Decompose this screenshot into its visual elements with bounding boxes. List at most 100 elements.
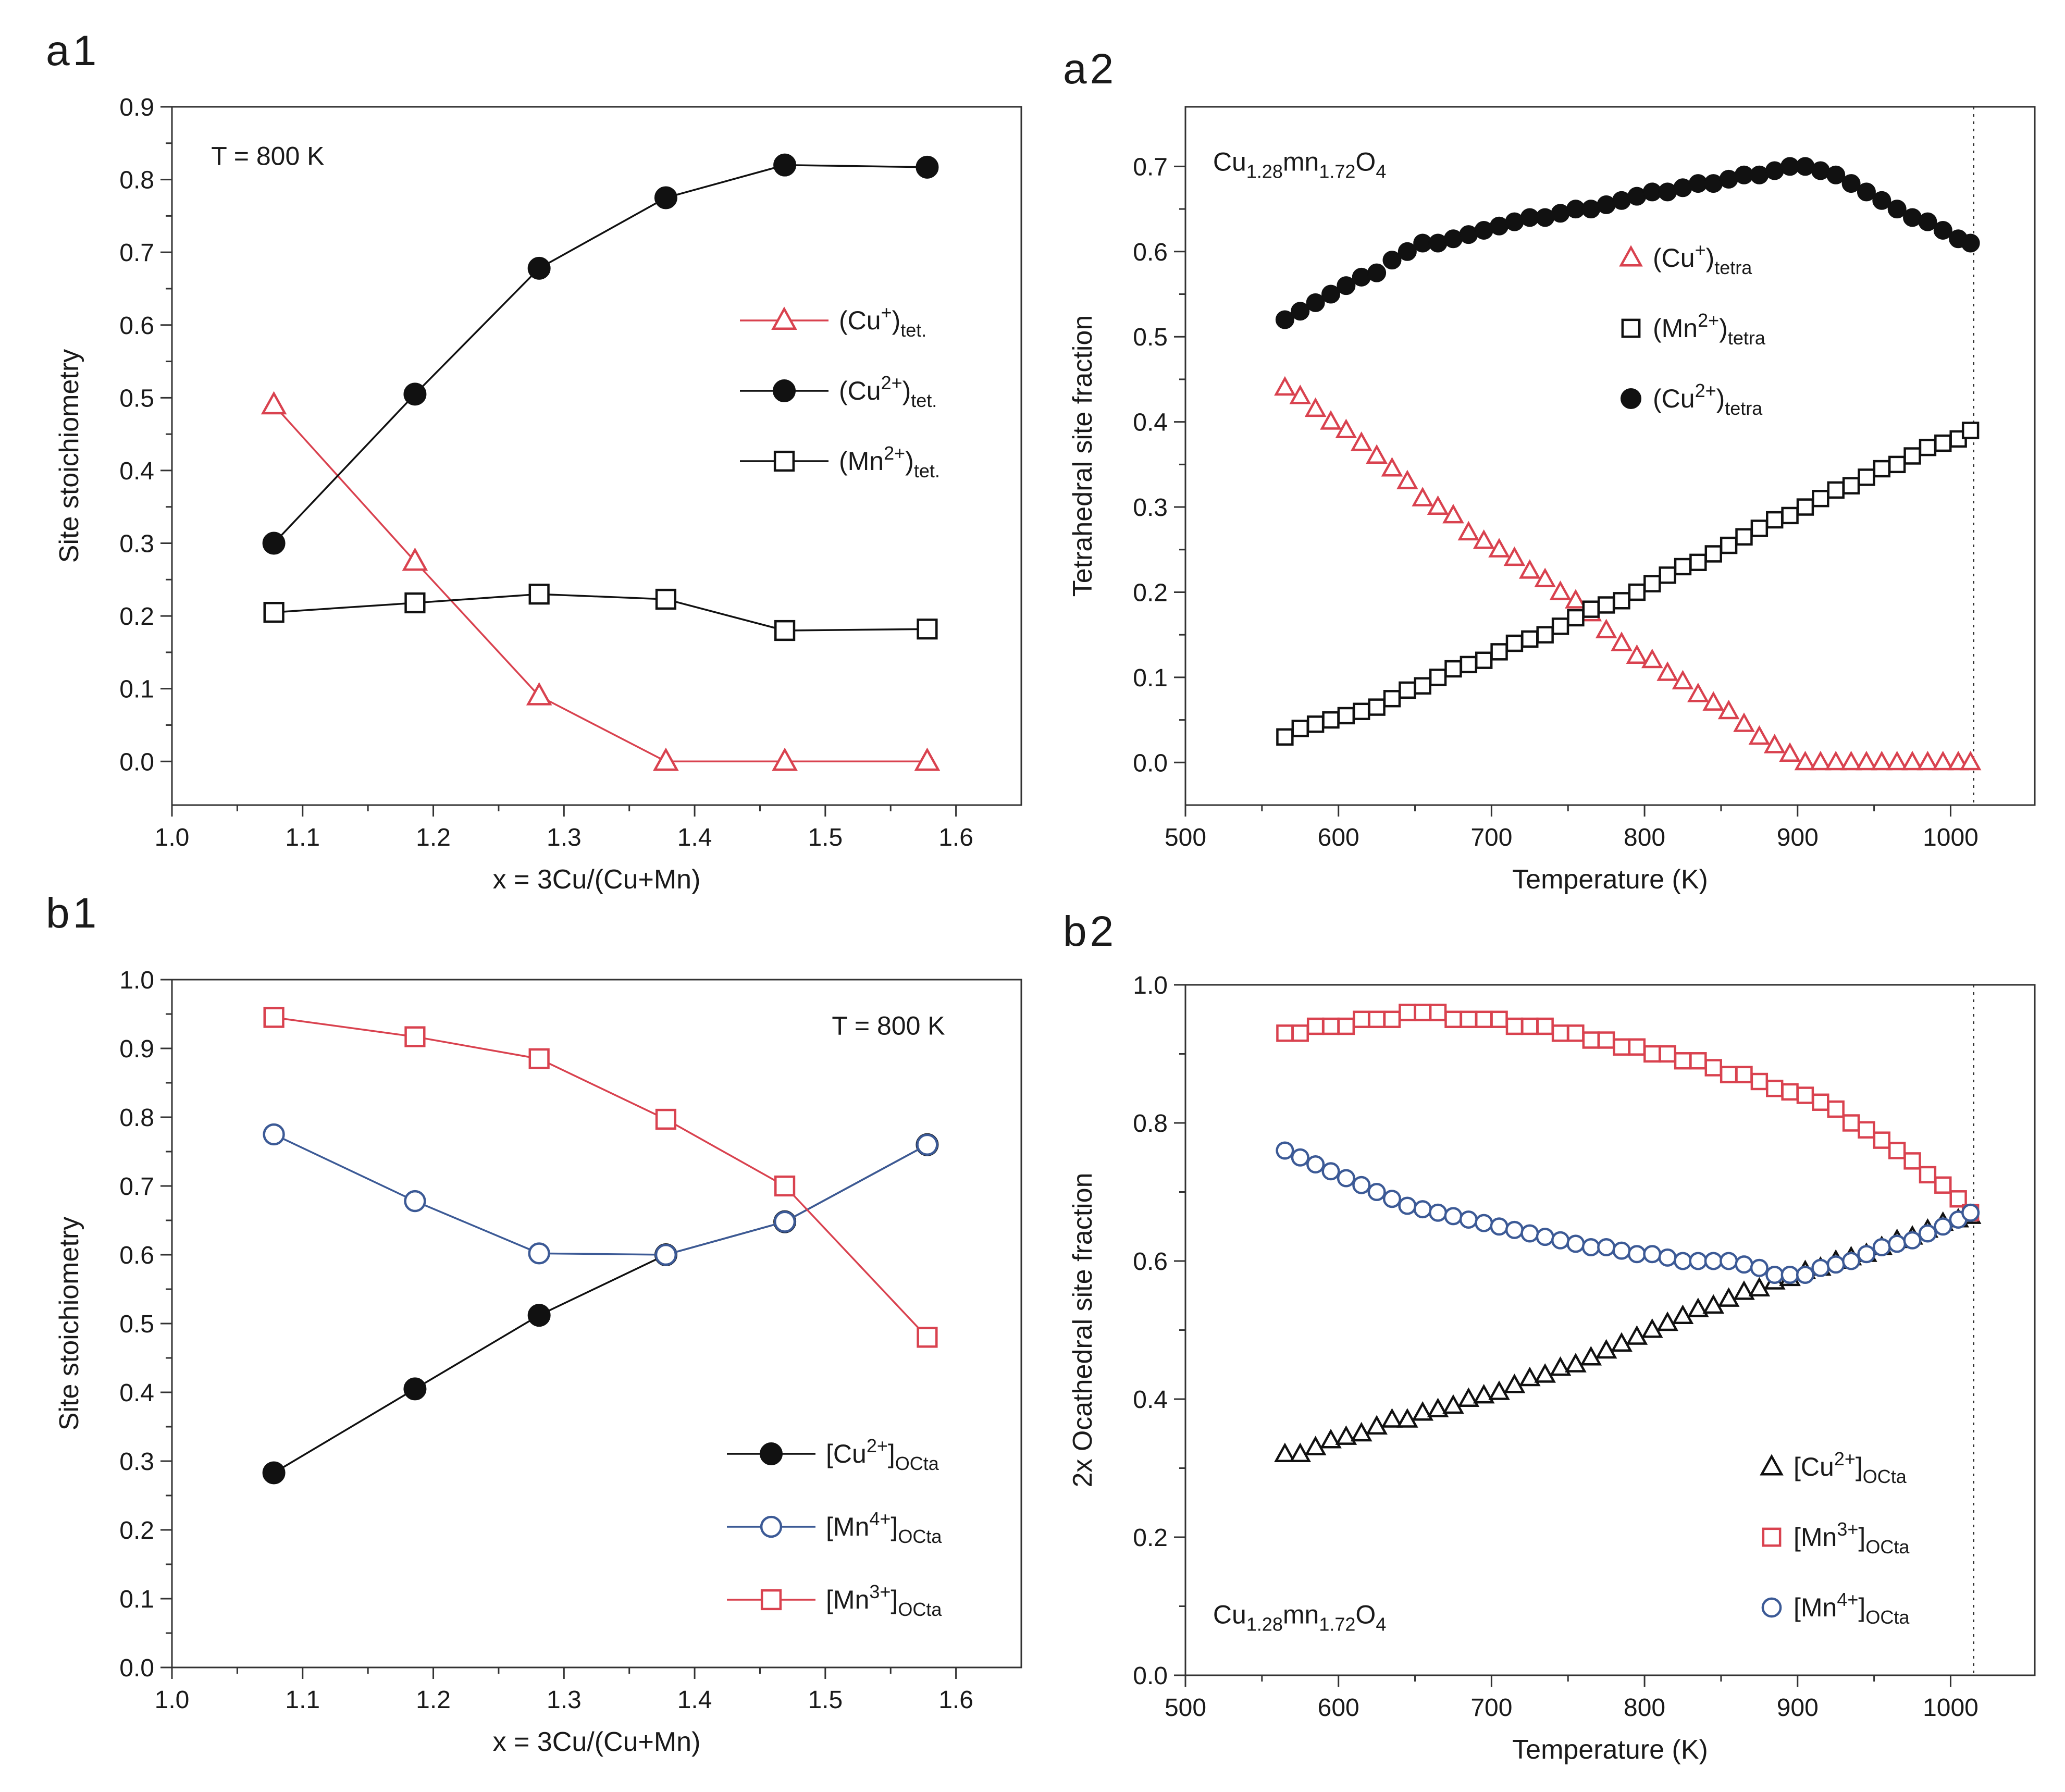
x-tick-label: 500 xyxy=(1165,1694,1206,1722)
x-axis-title: Temperature (K) xyxy=(1512,1735,1708,1765)
series--cu-tet- xyxy=(261,391,941,771)
data-point xyxy=(654,1243,677,1266)
x-tick-label: 1.5 xyxy=(808,824,843,851)
y-tick-label: 0.5 xyxy=(119,385,154,412)
panel-label: b1 xyxy=(46,889,100,937)
panel-label: a1 xyxy=(46,27,100,75)
formula-subscript: 1.72 xyxy=(1319,1614,1355,1635)
data-point xyxy=(1628,1038,1646,1056)
data-point xyxy=(1337,276,1356,295)
data-point xyxy=(1306,715,1325,733)
legend-label: (Mn2+)tetra xyxy=(1653,310,1766,349)
data-point xyxy=(1567,609,1585,627)
data-point xyxy=(1672,1304,1694,1324)
x-axis-title: x = 3Cu/(Cu+Mn) xyxy=(493,1727,701,1757)
series--mn4-octa xyxy=(263,1123,938,1266)
panel-b2: b2 0.0 0.2 0.4 0.6 0.8 1.0 500 600 700 800 900 1000 T… xyxy=(1063,908,2036,1765)
y-axis-title: Site stoichiometry xyxy=(54,1217,84,1430)
data-point xyxy=(1597,1238,1616,1257)
data-point xyxy=(1582,1031,1600,1049)
data-point xyxy=(655,1108,677,1130)
data-point xyxy=(1460,1010,1478,1028)
legend-label-part: (Cu xyxy=(1653,384,1695,413)
data-point xyxy=(1335,418,1357,438)
data-point xyxy=(1366,444,1388,464)
y-tick-label: 0.0 xyxy=(119,1654,154,1682)
data-point xyxy=(773,1210,796,1233)
data-point xyxy=(1582,600,1600,618)
data-point xyxy=(1857,182,1876,202)
data-point xyxy=(1827,481,1845,499)
data-point xyxy=(773,153,797,177)
data-point xyxy=(527,256,551,280)
data-point xyxy=(1656,661,1678,681)
data-point xyxy=(1702,1294,1725,1314)
data-point xyxy=(1658,1248,1677,1267)
data-point xyxy=(1857,1245,1876,1264)
data-point xyxy=(1475,1010,1493,1028)
data-point xyxy=(1429,1004,1447,1021)
y-tick-label: 0.0 xyxy=(1133,1662,1168,1690)
data-point xyxy=(1276,1141,1294,1160)
data-point xyxy=(1826,165,1846,184)
data-point xyxy=(1932,750,1954,771)
data-point xyxy=(1429,669,1447,686)
composition-annotation: Cu1.28mn1.72O4 xyxy=(1213,1600,1386,1635)
y-tick-label: 0.8 xyxy=(119,1104,154,1132)
series-line xyxy=(274,1016,928,1338)
data-point xyxy=(1488,538,1510,558)
y-tick-label: 0.7 xyxy=(119,239,154,267)
y-tick-label: 0.2 xyxy=(119,603,154,631)
legend-label-superscript: 2+ xyxy=(884,442,905,464)
legend-label-part: ) xyxy=(902,376,911,405)
legend-label-part: (Cu xyxy=(1653,243,1695,273)
formula-part: O xyxy=(1355,147,1376,177)
data-point xyxy=(1872,191,1891,210)
legend-item: [Mn3+]OCta xyxy=(1762,1518,1910,1558)
data-point xyxy=(1534,567,1556,587)
x-axis-title: Temperature (K) xyxy=(1512,864,1708,895)
data-point xyxy=(1276,728,1294,746)
data-point xyxy=(1350,431,1372,451)
y-tick-label: 0.2 xyxy=(1133,1524,1168,1552)
legend-marker xyxy=(1761,1597,1782,1618)
data-point xyxy=(1518,559,1541,579)
data-point xyxy=(1689,553,1707,571)
data-point xyxy=(914,747,941,771)
data-point xyxy=(1781,1083,1799,1101)
y-tick-label: 0.5 xyxy=(1133,324,1168,351)
data-point xyxy=(1626,1325,1648,1345)
data-point xyxy=(1595,1339,1617,1359)
data-point xyxy=(1689,1052,1707,1070)
data-point xyxy=(1414,677,1431,695)
data-point xyxy=(1934,1176,1952,1194)
legend-label-part: ) xyxy=(1706,243,1715,273)
data-point xyxy=(1613,1038,1630,1056)
data-point xyxy=(263,1007,285,1028)
data-point xyxy=(1597,1031,1615,1049)
data-point xyxy=(1366,1415,1388,1435)
data-point xyxy=(1291,1148,1309,1167)
data-point xyxy=(1959,750,1982,771)
legend-label-superscript: 2+ xyxy=(1698,310,1719,331)
x-tick-label: 1.6 xyxy=(938,824,973,851)
legend-item: [Mn4+]OCta xyxy=(727,1508,942,1547)
data-point xyxy=(1888,455,1906,474)
data-point xyxy=(1381,1408,1403,1428)
data-point xyxy=(1396,1408,1418,1428)
data-point xyxy=(1306,293,1325,312)
x-tick-label: 600 xyxy=(1318,1694,1359,1722)
data-point xyxy=(263,602,285,623)
data-point xyxy=(1858,468,1875,486)
legend-item: [Cu2+]OCta xyxy=(1760,1448,1907,1487)
y-tick-label: 0.6 xyxy=(119,1242,154,1269)
legend-label-part: [Mn xyxy=(1794,1523,1837,1552)
series--mn3-octa xyxy=(263,1007,938,1348)
legend-marker xyxy=(760,1515,783,1538)
y-tick-label: 0.2 xyxy=(119,1517,154,1544)
panel-label: a2 xyxy=(1063,45,1117,93)
y-tick-label: 0.5 xyxy=(119,1311,154,1338)
data-point xyxy=(1794,750,1816,771)
data-point xyxy=(1826,1255,1845,1274)
panel-b1: b1 0.0 0.1 0.2 0.3 0.4 0.5 0.6 0.7 0.8 0.9 1.0 1.0 1.… xyxy=(46,889,1022,1757)
